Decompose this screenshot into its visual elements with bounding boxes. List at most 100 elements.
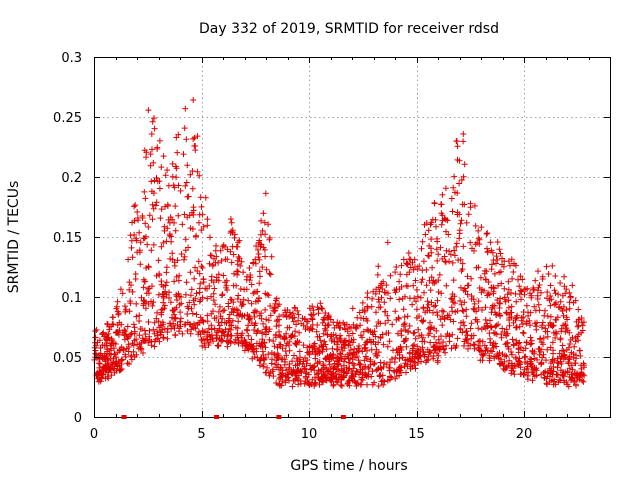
- data-point: [309, 303, 316, 310]
- bottom-marker: [276, 415, 282, 419]
- data-point: [385, 290, 391, 297]
- data-point: [536, 346, 543, 353]
- data-point: [123, 331, 129, 338]
- data-point: [141, 188, 148, 195]
- data-point: [227, 216, 234, 222]
- data-point: [177, 309, 184, 316]
- data-point: [189, 185, 196, 192]
- data-point: [518, 314, 525, 321]
- data-point: [366, 336, 373, 343]
- data-point: [319, 343, 326, 350]
- data-point: [569, 366, 576, 373]
- data-point: [211, 325, 218, 332]
- data-point: [391, 287, 398, 294]
- data-point: [552, 316, 559, 323]
- data-point: [141, 235, 148, 242]
- data-point: [110, 314, 116, 321]
- data-point: [364, 355, 370, 362]
- data-point: [522, 286, 529, 293]
- data-point: [209, 263, 216, 269]
- data-point: [446, 332, 453, 339]
- data-point: [140, 284, 147, 291]
- data-point: [451, 247, 457, 254]
- data-point: [136, 318, 143, 324]
- data-point: [296, 348, 303, 355]
- data-point: [519, 321, 526, 328]
- data-point: [411, 341, 418, 348]
- data-point: [179, 221, 186, 228]
- data-point: [175, 131, 182, 138]
- data-point: [244, 327, 251, 334]
- data-point: [238, 332, 245, 339]
- data-point: [163, 279, 170, 286]
- data-point: [364, 381, 370, 388]
- data-point: [420, 305, 427, 312]
- data-point: [414, 293, 421, 300]
- data-point: [371, 379, 378, 386]
- data-point: [447, 251, 454, 258]
- data-point: [320, 330, 327, 337]
- data-point: [486, 291, 493, 298]
- data-point: [215, 327, 222, 334]
- data-point: [415, 326, 422, 333]
- data-point: [460, 138, 467, 145]
- data-point: [377, 320, 384, 327]
- data-point: [536, 282, 543, 288]
- data-point: [507, 309, 514, 316]
- data-point: [189, 226, 196, 232]
- bottom-marker: [340, 415, 346, 419]
- data-point: [483, 231, 490, 237]
- data-point: [406, 350, 413, 357]
- data-point: [283, 374, 290, 380]
- data-point: [416, 332, 422, 339]
- data-point: [471, 300, 478, 307]
- data-point: [198, 317, 205, 324]
- data-point: [228, 296, 235, 303]
- data-point: [142, 305, 149, 312]
- data-point: [245, 346, 252, 353]
- data-point: [255, 254, 262, 261]
- data-point: [286, 377, 292, 384]
- data-point: [506, 357, 513, 364]
- data-point: [557, 280, 564, 286]
- data-point: [267, 271, 274, 278]
- data-point: [259, 340, 266, 346]
- data-point: [496, 246, 503, 253]
- data-point: [403, 335, 409, 342]
- data-point: [296, 329, 303, 336]
- data-point: [126, 286, 133, 293]
- data-point: [359, 299, 366, 306]
- data-point: [181, 125, 188, 132]
- data-point: [453, 138, 460, 145]
- data-point: [293, 355, 300, 362]
- data-point: [236, 237, 243, 244]
- data-point: [358, 381, 365, 388]
- data-point: [547, 344, 554, 351]
- data-point: [262, 231, 269, 238]
- data-point: [544, 346, 551, 353]
- data-point: [119, 356, 126, 363]
- data-point: [170, 182, 177, 189]
- data-point: [184, 311, 191, 317]
- data-point: [97, 345, 104, 351]
- data-point: [108, 323, 115, 330]
- data-point: [149, 201, 156, 208]
- data-point: [403, 260, 410, 267]
- data-point: [344, 381, 351, 387]
- data-point: [185, 244, 192, 251]
- y-tick-label: 0.25: [53, 111, 82, 126]
- data-point: [266, 234, 273, 241]
- data-point: [542, 307, 548, 314]
- data-point: [448, 195, 455, 202]
- data-point: [175, 212, 182, 219]
- data-point: [237, 286, 244, 292]
- data-point: [467, 204, 474, 211]
- data-point: [182, 291, 189, 298]
- data-point: [315, 348, 322, 355]
- data-point: [544, 313, 551, 320]
- data-point: [165, 216, 172, 223]
- data-point: [535, 284, 542, 291]
- data-point: [430, 353, 437, 359]
- data-point: [273, 334, 279, 341]
- data-point: [467, 239, 474, 246]
